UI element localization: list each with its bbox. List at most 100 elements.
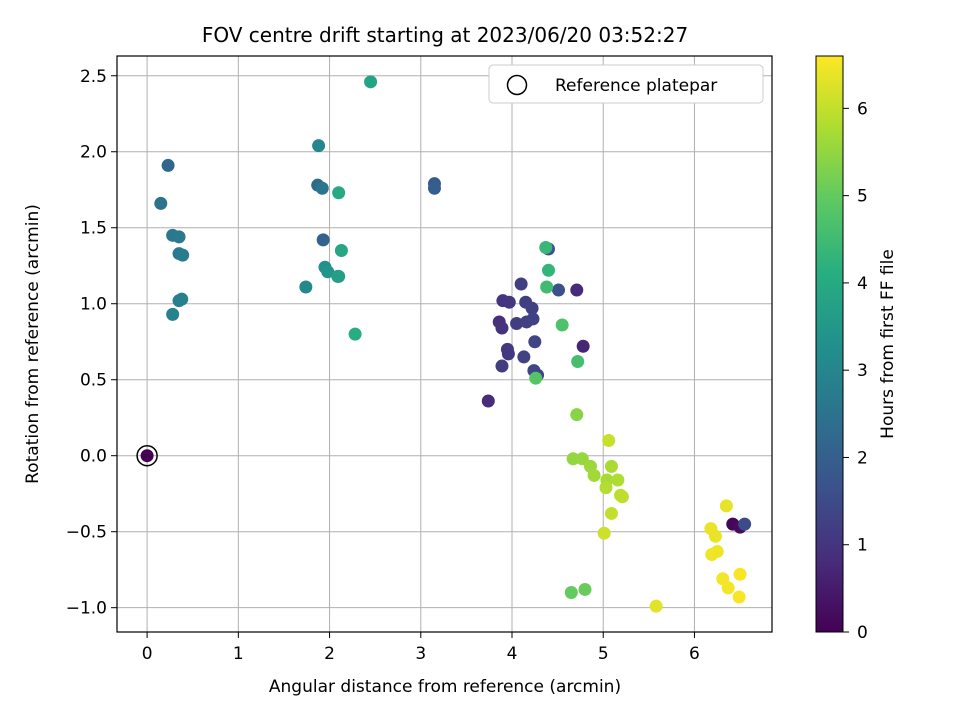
data-point (529, 371, 543, 385)
data-point (721, 581, 735, 595)
data-point (615, 490, 629, 504)
data-point (705, 547, 719, 561)
x-tick-label: 4 (507, 644, 518, 664)
data-point (541, 263, 555, 277)
chart-title: FOV centre drift starting at 2023/06/20 … (202, 23, 688, 47)
colorbar-tick-label: 0 (857, 623, 868, 643)
data-point (312, 139, 326, 153)
data-point (604, 459, 618, 473)
legend: Reference platepar (488, 64, 764, 104)
data-point (570, 408, 584, 422)
y-tick-label: −0.5 (66, 523, 107, 543)
x-tick-label: 6 (689, 644, 700, 664)
colorbar-tick-label: 1 (857, 536, 868, 556)
x-tick-label: 5 (598, 644, 609, 664)
data-point (481, 394, 495, 408)
data-point (599, 481, 613, 495)
y-tick-label: 2.5 (80, 67, 107, 87)
data-point (525, 301, 539, 315)
x-tick-label: 2 (324, 644, 335, 664)
data-point (708, 529, 722, 543)
reference-platepar-marker (136, 444, 158, 467)
data-point (576, 339, 590, 353)
y-tick-label: 0.5 (80, 371, 107, 391)
colorbar-tick-label: 2 (857, 448, 868, 468)
data-point (604, 506, 618, 520)
data-point (501, 347, 515, 361)
data-point (540, 280, 554, 294)
data-point (732, 590, 746, 604)
x-axis-ticks: 0 1 2 3 4 5 6 (142, 632, 700, 664)
data-point (528, 335, 542, 349)
data-point (166, 307, 180, 321)
data-point (587, 468, 601, 482)
data-point (299, 280, 313, 294)
data-point (555, 318, 569, 332)
data-point (495, 359, 509, 373)
data-point (332, 186, 346, 200)
data-point (597, 526, 611, 540)
data-point (602, 434, 616, 448)
colorbar-tick-label: 5 (857, 187, 868, 207)
data-point (571, 354, 585, 368)
data-point (514, 277, 528, 291)
y-axis-label: Rotation from reference (arcmin) (23, 204, 43, 484)
legend-entry: Reference platepar (555, 76, 717, 96)
data-point (733, 567, 747, 581)
y-tick-label: 0.0 (80, 447, 107, 467)
data-point (332, 269, 346, 283)
data-points (140, 75, 752, 613)
data-point (172, 230, 186, 244)
data-point (140, 449, 154, 463)
data-point (334, 244, 348, 258)
data-point (364, 75, 378, 89)
data-point (539, 240, 553, 254)
y-tick-label: 1.5 (80, 219, 107, 239)
data-point (552, 283, 566, 297)
x-tick-label: 1 (233, 644, 244, 664)
data-point (154, 196, 168, 210)
data-point (161, 158, 175, 172)
data-point (176, 248, 190, 262)
grid-lines (117, 56, 772, 632)
data-point (649, 599, 663, 613)
data-point (570, 283, 584, 297)
colorbar-gradient (815, 55, 844, 633)
data-point (315, 181, 329, 195)
data-point (175, 292, 189, 306)
plot-frame (116, 55, 773, 633)
data-point (502, 295, 516, 309)
data-point (564, 585, 578, 599)
data-point (517, 350, 531, 364)
y-axis-ticks: −1.0 −0.5 0.0 0.5 1.0 1.5 2.0 2.5 (66, 67, 117, 619)
legend-box (488, 64, 764, 104)
data-point (510, 316, 524, 330)
colorbar: 0 1 2 3 4 5 6 Hours from first FF file (815, 55, 898, 643)
data-point (719, 499, 733, 513)
data-point (321, 265, 335, 279)
y-tick-label: −1.0 (66, 599, 107, 619)
legend-marker-icon (506, 74, 528, 96)
data-point (495, 321, 509, 335)
data-point (526, 312, 540, 326)
colorbar-label: Hours from first FF file (878, 249, 898, 439)
data-point (578, 582, 592, 596)
data-point (427, 181, 441, 195)
x-tick-label: 0 (142, 644, 153, 664)
data-point (566, 452, 580, 466)
x-tick-label: 3 (415, 644, 426, 664)
data-point (738, 517, 752, 531)
colorbar-tick-label: 3 (857, 361, 868, 381)
y-tick-label: 2.0 (80, 143, 107, 163)
data-point (575, 452, 589, 466)
data-point (611, 473, 625, 487)
colorbar-tick-label: 4 (857, 274, 868, 294)
y-tick-label: 1.0 (80, 295, 107, 315)
colorbar-tick-label: 6 (857, 99, 868, 119)
data-point (316, 233, 330, 247)
x-axis-label: Angular distance from reference (arcmin) (269, 677, 621, 697)
reference-marker-group (136, 444, 158, 467)
data-point (348, 327, 362, 341)
colorbar-ticks: 0 1 2 3 4 5 6 (843, 99, 868, 643)
